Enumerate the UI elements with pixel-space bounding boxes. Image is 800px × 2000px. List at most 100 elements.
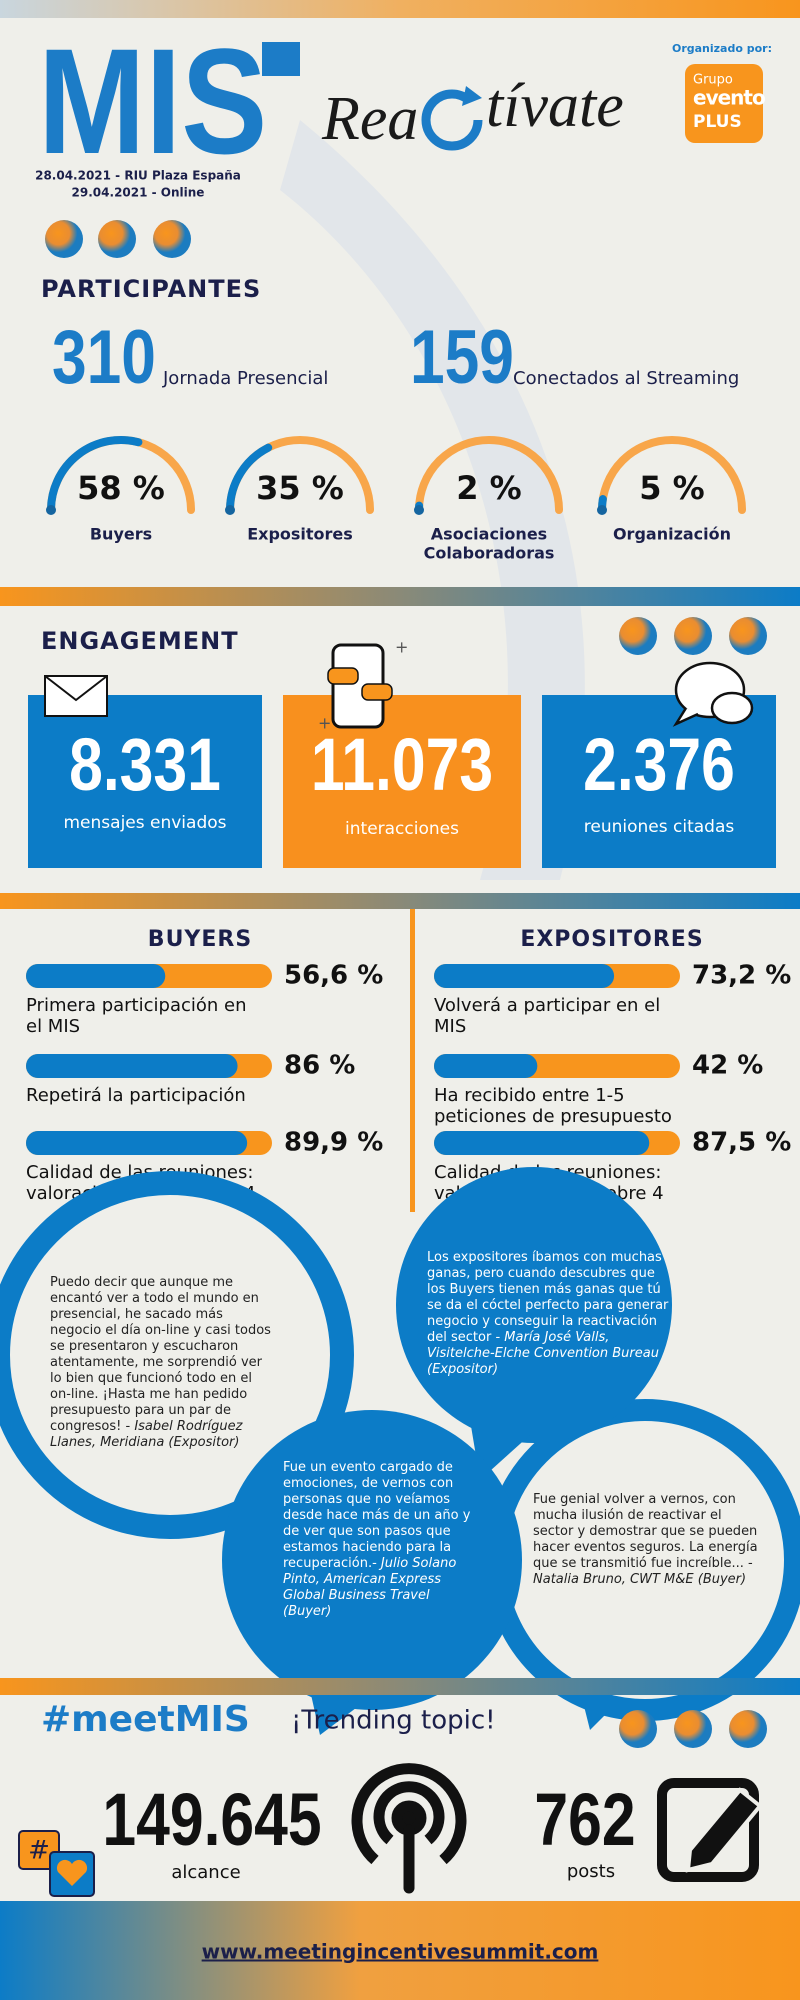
svg-text:+: +	[395, 638, 408, 657]
gauge-value	[47, 436, 143, 514]
gauge-start	[225, 505, 235, 515]
bar-label: 87,5 %	[692, 1128, 791, 1158]
gauge-label: 35 %	[256, 469, 344, 507]
testimonial: Los expositores íbamos con muchas ganas,…	[427, 1250, 669, 1377]
background-shape	[280, 120, 585, 880]
gauge-start	[414, 505, 424, 515]
stat-label: alcance	[171, 1862, 240, 1883]
card-label: mensajes enviados	[64, 813, 227, 833]
gauge-label: 5 %	[639, 469, 704, 507]
divider-band	[0, 1678, 800, 1695]
engagement-card	[542, 695, 776, 868]
speech-bubble	[222, 1410, 522, 1710]
decor-dots	[45, 220, 191, 258]
bar	[26, 1054, 238, 1078]
divider-band	[0, 893, 800, 909]
gauge-name: Asociaciones	[431, 525, 547, 544]
edit-icon	[657, 1778, 763, 1882]
footer-band	[0, 1901, 800, 2000]
stat-value: 149.645	[102, 1779, 321, 1861]
bar	[26, 1131, 248, 1155]
bar	[434, 964, 615, 988]
gauge-label: 58 %	[77, 469, 165, 507]
speech-bubble	[396, 1167, 672, 1443]
bar	[434, 1131, 650, 1155]
date: 28.04.2021 - RIU Plaza España	[35, 169, 241, 183]
bar-label: 73,2 %	[692, 961, 791, 991]
stat-label: posts	[567, 1861, 615, 1882]
total-label: Jornada Presencial	[162, 368, 328, 389]
bar-text: peticiones de presupuesto	[434, 1106, 672, 1127]
section-title: EXPOSITORES	[520, 927, 703, 952]
testimonial-author: Julio Solano Pinto, American Express Glo…	[283, 1556, 457, 1619]
phone-icon: ++	[318, 638, 408, 733]
podcast-icon	[351, 1763, 467, 1894]
footer-url[interactable]: www.meetingincentivesummit.com	[202, 1940, 599, 1964]
gauge-name: Colaboradoras	[424, 544, 555, 563]
speech-bubble-tail	[580, 1690, 620, 1730]
bar-text: Repetirá la participación	[26, 1085, 246, 1106]
bar-text: Primera participación en	[26, 995, 247, 1016]
engagement-card	[283, 695, 521, 868]
speech-bubble	[0, 1171, 354, 1539]
card-value: 2.376	[583, 724, 735, 806]
gauge-name: Expositores	[247, 525, 353, 544]
section-title: ENGAGEMENT	[41, 627, 239, 655]
organizer-logo-line: evento	[693, 86, 765, 110]
bar-text: Ha recibido entre 1-5	[434, 1085, 625, 1106]
decor-dots	[619, 1710, 767, 1748]
testimonial-author: María José Valls, Visitelche-Elche Conve…	[427, 1330, 659, 1377]
top-band	[0, 0, 800, 18]
testimonial-text: Los expositores íbamos con muchas ganas,…	[427, 1250, 669, 1345]
speech-bubble-tail	[310, 1690, 360, 1735]
envelope-icon	[44, 675, 108, 717]
gauge-track	[598, 436, 746, 514]
bar-label: 86 %	[284, 1051, 355, 1081]
bar-text: MIS	[434, 1016, 466, 1037]
gauge-start	[597, 505, 607, 515]
gauges: 58 % Buyers 35 % Expositores 2 % Asociaciones…	[46, 436, 746, 563]
slogan-end: tívate	[486, 72, 624, 140]
organizer-logo	[685, 64, 763, 143]
organizer-label: Organizado por:	[672, 42, 772, 55]
testimonial: Fue genial volver a vernos, con mucha il…	[533, 1492, 758, 1587]
slogan-arrow	[462, 86, 482, 106]
testimonial-text: Fue genial volver a vernos, con mucha il…	[533, 1492, 758, 1571]
card-value: 11.073	[311, 724, 493, 806]
gauge-label: 2 %	[456, 469, 521, 507]
testimonial: Puedo decir que aunque me encantó ver a …	[50, 1275, 271, 1450]
divider-band	[0, 587, 800, 606]
gauge-track	[415, 436, 563, 514]
section-title: PARTICIPANTES	[41, 275, 261, 303]
testimonial-text: Fue un evento cargado de emociones, de v…	[283, 1460, 471, 1571]
svg-text:+: +	[318, 714, 331, 733]
card-value: 8.331	[69, 724, 221, 806]
card-label: reuniones citadas	[584, 817, 735, 837]
decor-dots	[619, 617, 767, 655]
organizer-logo-line: PLUS	[693, 112, 742, 132]
testimonial: Fue un evento cargado de emociones, de v…	[283, 1460, 471, 1619]
gauge-name: Buyers	[90, 525, 152, 544]
slogan-start: Rea	[321, 85, 418, 153]
slogan-icon	[421, 89, 483, 151]
total-label: Conectados al Streaming	[513, 368, 739, 389]
testimonial-author: Isabel Rodríguez Llanes, Meridiana (Expo…	[50, 1419, 243, 1450]
gauge-value	[226, 443, 273, 514]
hashtag-heart-icon: #	[18, 1830, 95, 1897]
engagement-card	[28, 695, 262, 868]
bar	[434, 1054, 538, 1078]
brand: MIS	[38, 17, 267, 185]
bar	[26, 964, 166, 988]
section-title: BUYERS	[148, 927, 252, 952]
column-divider	[410, 909, 415, 1212]
svg-text:#: #	[28, 1836, 50, 1866]
testimonial-author: Natalia Bruno, CWT M&E (Buyer)	[533, 1572, 747, 1587]
gauge-start	[46, 505, 56, 515]
bar-label: 42 %	[692, 1051, 763, 1081]
total-value: 159	[410, 314, 514, 399]
hashtag: #meetMIS	[41, 1699, 250, 1740]
bar-text: Volverá a participar en el	[434, 995, 660, 1016]
trending: ¡Trending topic!	[291, 1706, 496, 1736]
total-value: 310	[52, 314, 156, 399]
